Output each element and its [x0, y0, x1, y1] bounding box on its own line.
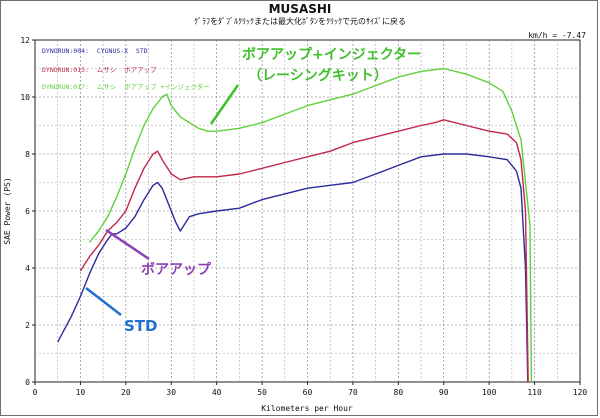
series-line-boreup [79, 119, 529, 383]
legend: DYNORUN:004: CYGNUS-X STD DYNORUN:015: ム… [42, 47, 210, 91]
x-tick-label: 60 [303, 388, 313, 397]
arrow-std [85, 287, 122, 316]
y-tick-label: 0 [25, 378, 30, 387]
arrow-boreup [105, 228, 150, 261]
chart-subtitle: ｸﾞﾗﾌをﾀﾞﾌﾞﾙｸﾘｯｸまたは最大化ﾎﾞﾀﾝをｸﾘｯｸで元のｻｲｽﾞに戻る [194, 16, 406, 26]
x-tick-label: 110 [527, 388, 542, 397]
axis-ticks: 0 10 20 30 40 50 60 70 80 90 100 110 120 0 2 4 6 8 10 12 [20, 36, 587, 397]
legend-item-boreup: DYNORUN:015: ムサシ ボアアップ [42, 66, 157, 74]
annotation-racing-kit: （レーシングキット） [248, 67, 388, 84]
legend-item-boreup-injector: DYNORUN:017: ムサシ ボアアップ +インジェクター [42, 82, 210, 91]
x-axis-label: Kilometers per Hour [261, 404, 353, 413]
x-tick-label: 100 [482, 388, 497, 397]
annotation-boreup: ボアアップ [141, 262, 212, 278]
y-tick-label: 8 [25, 150, 30, 159]
y-tick-label: 2 [25, 321, 30, 330]
arrow-boreup-injector [209, 84, 240, 125]
annotation-std: STD [124, 317, 158, 335]
x-tick-label: 90 [439, 388, 449, 397]
x-tick-label: 120 [573, 388, 588, 397]
x-tick-label: 40 [212, 388, 222, 397]
y-tick-label: 10 [20, 93, 30, 102]
x-tick-label: 0 [33, 388, 38, 397]
y-tick-label: 12 [20, 36, 30, 45]
chart-title: MUSASHI [269, 2, 332, 16]
grid [35, 40, 580, 382]
y-tick-label: 6 [25, 207, 30, 216]
x-tick-label: 20 [121, 388, 131, 397]
x-tick-label: 30 [166, 388, 176, 397]
y-tick-label: 4 [25, 264, 30, 273]
annotations: ボアアップ+インジェクター （レーシングキット） ボアアップ STD [85, 47, 421, 335]
legend-item-std: DYNORUN:004: CYGNUS-X STD [42, 47, 148, 55]
x-tick-label: 70 [348, 388, 358, 397]
x-tick-label: 10 [76, 388, 86, 397]
x-tick-label: 50 [257, 388, 267, 397]
annotation-boreup-injector: ボアアップ+インジェクター [242, 47, 421, 63]
x-tick-label: 80 [394, 388, 404, 397]
speed-readout: km/h = -7.47 [528, 31, 586, 40]
y-axis-label: SAE Power (PS) [3, 177, 12, 244]
series-line-boreup-injector [88, 67, 533, 383]
